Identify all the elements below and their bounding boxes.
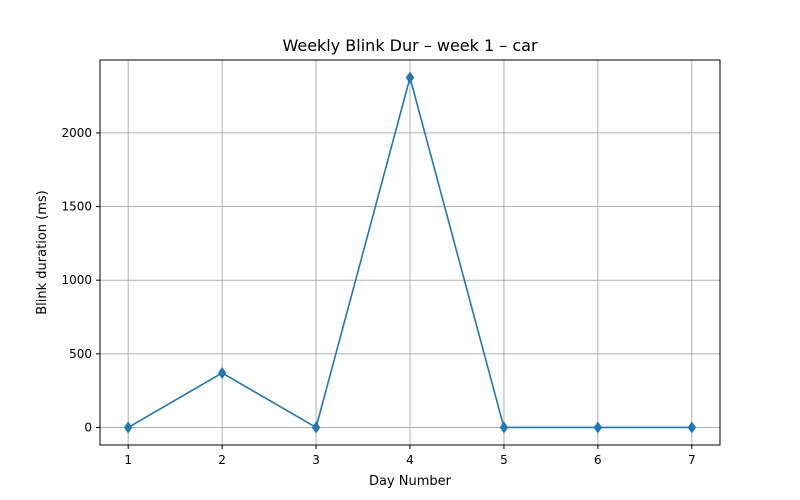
x-tick-label: 4 [406,453,414,467]
chart-title: Weekly Blink Dur – week 1 – car [282,36,537,55]
data-point-marker [593,421,603,434]
x-tick-label: 1 [124,453,132,467]
x-tick-label: 3 [312,453,320,467]
x-tick-label: 7 [688,453,696,467]
data-point-marker [123,421,133,434]
y-tick-label: 0 [84,420,92,434]
y-tick-label: 500 [69,347,92,361]
y-tick-label: 2000 [61,126,92,140]
y-axis-label: Blink duration (ms) [35,190,50,314]
x-tick-label: 2 [218,453,226,467]
x-tick-label: 5 [500,453,508,467]
x-axis-label: Day Number [369,474,452,489]
data-point-marker [405,71,415,84]
data-point-marker [687,421,697,434]
x-tick-label: 6 [594,453,602,467]
x-axis: 1 2 3 4 5 6 7 [124,445,696,467]
y-tick-label: 1000 [61,273,92,287]
grid [100,60,720,445]
data-point-marker [217,366,227,380]
y-axis: 0 500 1000 1500 2000 [61,126,100,434]
data-point-marker [311,421,321,434]
y-tick-label: 1500 [61,200,92,214]
data-point-marker [499,421,509,434]
series-layer [123,71,697,434]
